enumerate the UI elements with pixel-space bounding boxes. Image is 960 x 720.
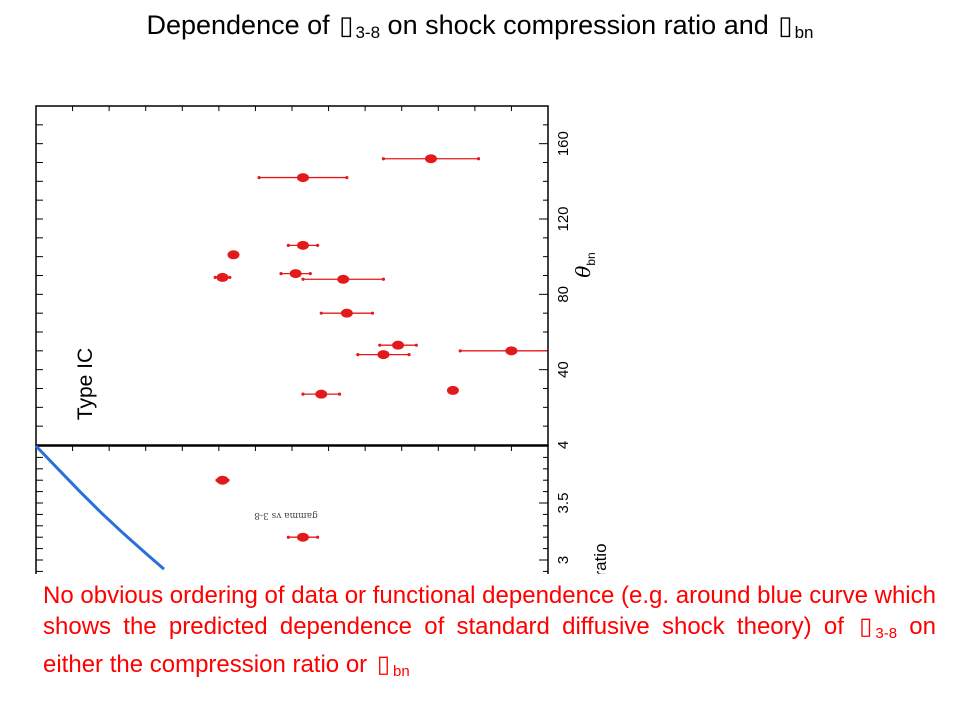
ratio-tick-label: 3.5 bbox=[555, 493, 572, 514]
error-cap bbox=[337, 392, 342, 396]
theta-symbol: ▯ bbox=[778, 10, 793, 40]
theory-curve bbox=[34, 444, 165, 571]
bottom-data-points bbox=[216, 475, 309, 542]
data-point bbox=[446, 385, 459, 395]
bottom-error-bars bbox=[215, 478, 320, 539]
error-cap bbox=[213, 275, 217, 279]
title-prefix: Dependence of bbox=[146, 10, 330, 40]
top-error-bars bbox=[213, 157, 547, 396]
top-panel: 40 80 120 160 4 Type IC θbn bbox=[35, 105, 598, 449]
error-cap bbox=[356, 353, 360, 357]
theta-tick-label: 40 bbox=[555, 361, 572, 378]
error-cap bbox=[476, 157, 481, 161]
error-cap bbox=[257, 175, 261, 180]
error-cap bbox=[458, 349, 462, 353]
error-cap bbox=[370, 311, 375, 315]
error-cap bbox=[378, 343, 382, 347]
theta-subscript: bn bbox=[794, 23, 814, 42]
type-annotation: Type IC bbox=[74, 348, 97, 420]
theta-tick-label: 120 bbox=[555, 206, 572, 231]
data-point bbox=[289, 269, 302, 279]
data-point bbox=[296, 240, 309, 250]
bottom-panel-frame bbox=[35, 445, 549, 574]
error-cap bbox=[407, 353, 411, 357]
data-point bbox=[296, 532, 309, 542]
error-cap bbox=[319, 311, 323, 315]
data-point bbox=[216, 475, 229, 485]
data-point bbox=[340, 308, 353, 318]
data-point bbox=[315, 389, 328, 399]
error-cap bbox=[345, 175, 349, 180]
data-point bbox=[392, 340, 405, 350]
caption-text: No obvious ordering of data or functiona… bbox=[43, 580, 936, 687]
error-cap bbox=[316, 535, 320, 539]
data-point bbox=[227, 250, 240, 260]
bottom-panel-ticks bbox=[35, 445, 549, 572]
theta-tick-label: 160 bbox=[555, 131, 572, 156]
theta-axis-symbol: θ bbox=[571, 266, 595, 278]
error-cap bbox=[316, 243, 320, 247]
error-cap bbox=[301, 277, 305, 281]
top-tick-labels: 40 80 120 160 4 bbox=[555, 131, 572, 449]
error-cap bbox=[308, 272, 312, 276]
caption-theta-symbol: ▯ bbox=[376, 651, 391, 678]
gamma-symbol: ▯ bbox=[339, 10, 354, 40]
data-point bbox=[424, 154, 437, 164]
data-point bbox=[296, 173, 309, 183]
slide-title: Dependence of ▯ 3-8 on shock compression … bbox=[0, 0, 960, 60]
data-point bbox=[505, 346, 518, 356]
error-cap bbox=[286, 535, 290, 539]
bottom-tick-labels: 33.5 bbox=[555, 493, 572, 565]
data-point bbox=[337, 274, 350, 284]
ratio-tick-label: 4 bbox=[555, 441, 572, 449]
title-middle: on shock compression ratio and bbox=[387, 10, 769, 40]
caption-part-1: No obvious ordering of data or functiona… bbox=[43, 582, 936, 640]
error-cap bbox=[228, 275, 232, 279]
top-panel-ticks bbox=[35, 105, 549, 446]
error-cap bbox=[381, 277, 386, 281]
caption-gamma-subscript: 3-8 bbox=[875, 625, 898, 642]
gamma-subscript: 3-8 bbox=[355, 23, 381, 42]
error-cap bbox=[414, 343, 418, 347]
data-point bbox=[216, 272, 229, 282]
caption-part-2: on either the compression ratio or bbox=[43, 613, 936, 678]
error-cap bbox=[286, 243, 290, 247]
caption-gamma-symbol: ▯ bbox=[859, 613, 873, 640]
ratio-axis-label: ratio bbox=[591, 543, 610, 574]
caption-theta-subscript: bn bbox=[393, 663, 410, 680]
error-cap bbox=[381, 157, 386, 161]
theta-axis-subscript: bn bbox=[584, 252, 598, 265]
mirrored-inner-label: gamma vs 3-8 bbox=[254, 510, 318, 520]
theta-tick-label: 80 bbox=[555, 286, 572, 303]
data-point bbox=[377, 350, 390, 360]
theta-axis-label: θbn bbox=[571, 252, 598, 277]
top-data-points bbox=[216, 154, 518, 399]
error-cap bbox=[279, 272, 283, 276]
ratio-tick-label: 3 bbox=[555, 556, 572, 564]
bottom-panel: 33.5 gamma vs 3-8 ratio bbox=[34, 444, 610, 574]
error-cap bbox=[301, 392, 305, 396]
